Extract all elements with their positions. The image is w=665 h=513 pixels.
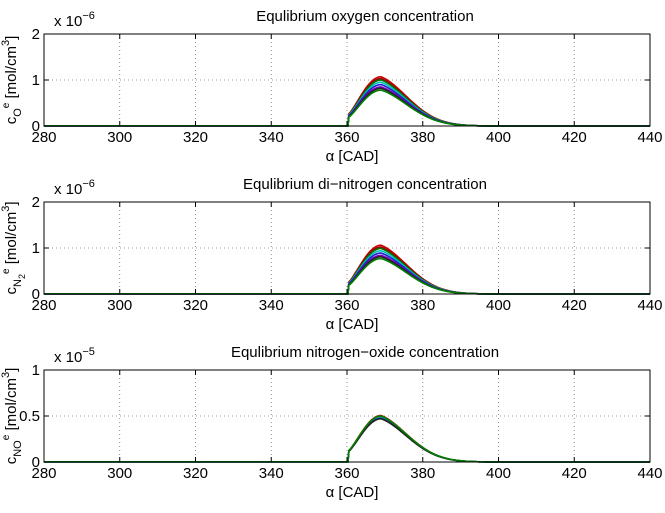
ylabel-unit-sup: 3 bbox=[0, 40, 12, 46]
x-tick-label: 360 bbox=[334, 129, 359, 146]
ylabel-unit: [mol/cm bbox=[3, 378, 20, 435]
ylabel-close: ] bbox=[3, 36, 20, 40]
ylabel-main: c bbox=[3, 287, 20, 295]
exponent-base: x 10 bbox=[54, 349, 82, 366]
ylabel-main: c bbox=[3, 456, 20, 464]
x-tick-label: 280 bbox=[31, 129, 56, 146]
y-tick-label: 0 bbox=[32, 454, 40, 471]
chart-title: Equlibrium oxygen concentration bbox=[256, 8, 474, 25]
chart-title: Equlibrium di−nitrogen concentration bbox=[243, 176, 487, 193]
x-axis-label: α [CAD] bbox=[326, 316, 379, 333]
chart-panel-3: 280 300 320 340 360 380 400 420 440 0 0.5 1 x 10−5 Eq… bbox=[0, 344, 663, 501]
y-tick-label: 0.5 bbox=[19, 408, 40, 425]
ylabel-close: ] bbox=[3, 368, 20, 372]
x-tick-label: 420 bbox=[562, 129, 587, 146]
ylabel-sub: N bbox=[12, 279, 24, 287]
ylabel-sup: e bbox=[1, 268, 12, 274]
ylabel-unit: [mol/cm bbox=[3, 46, 20, 103]
ylabel-sub: NO bbox=[12, 440, 24, 457]
x-tick-label: 380 bbox=[410, 297, 435, 314]
y-tick-label: 2 bbox=[32, 26, 40, 43]
x-tick-label: 300 bbox=[107, 129, 132, 146]
chart-panel-1: 280 300 320 340 360 380 400 420 440 0 1 2 x 10−6 Equl… bbox=[0, 8, 663, 165]
y-exponent-label: x 10−6 bbox=[54, 10, 95, 30]
chart-title: Equlibrium nitrogen−oxide concentration bbox=[231, 344, 499, 361]
x-tick-label: 340 bbox=[259, 129, 284, 146]
y-exponent-label: x 10−6 bbox=[54, 178, 95, 198]
ylabel-sup: e bbox=[1, 102, 12, 108]
x-tick-label: 320 bbox=[183, 129, 208, 146]
x-tick-label: 380 bbox=[410, 465, 435, 482]
exponent-base: x 10 bbox=[54, 13, 82, 30]
plot-area bbox=[44, 34, 650, 126]
ylabel-unit-sup: 3 bbox=[0, 206, 12, 212]
x-tick-label: 300 bbox=[107, 297, 132, 314]
x-tick-label: 340 bbox=[259, 465, 284, 482]
ylabel-subsub: 2 bbox=[17, 274, 27, 279]
x-axis-label: α [CAD] bbox=[326, 148, 379, 165]
ylabel-main: c bbox=[3, 116, 20, 124]
x-tick-label: 440 bbox=[637, 129, 662, 146]
y-tick-label: 2 bbox=[32, 194, 40, 211]
y-tick-label: 1 bbox=[32, 240, 40, 257]
x-tick-label: 400 bbox=[486, 129, 511, 146]
ylabel-sup: e bbox=[1, 434, 12, 440]
ylabel-unit-sup: 3 bbox=[0, 372, 12, 378]
x-tick-label: 320 bbox=[183, 297, 208, 314]
plot-area bbox=[44, 202, 650, 294]
exponent-base: x 10 bbox=[54, 181, 82, 198]
x-tick-label: 420 bbox=[562, 297, 587, 314]
exponent-power: −6 bbox=[82, 10, 95, 22]
x-tick-label: 360 bbox=[334, 465, 359, 482]
x-tick-label: 340 bbox=[259, 297, 284, 314]
x-tick-label: 280 bbox=[31, 297, 56, 314]
x-tick-label: 400 bbox=[486, 297, 511, 314]
x-tick-label: 280 bbox=[31, 465, 56, 482]
y-tick-label: 0 bbox=[32, 118, 40, 135]
ylabel-unit: [mol/cm bbox=[3, 212, 20, 269]
x-tick-label: 440 bbox=[637, 297, 662, 314]
y-exponent-label: x 10−5 bbox=[54, 346, 95, 366]
ylabel-close: ] bbox=[3, 202, 20, 206]
exponent-power: −6 bbox=[82, 178, 95, 190]
x-tick-label: 300 bbox=[107, 465, 132, 482]
x-tick-label: 400 bbox=[486, 465, 511, 482]
plot-area bbox=[44, 370, 650, 462]
y-tick-label: 1 bbox=[32, 362, 40, 379]
y-axis-label: cOe [mol/cm3] bbox=[0, 36, 24, 125]
y-axis-label: cN2e [mol/cm3] bbox=[0, 202, 27, 295]
x-tick-label: 440 bbox=[637, 465, 662, 482]
x-axis-label: α [CAD] bbox=[326, 484, 379, 501]
x-tick-label: 380 bbox=[410, 129, 435, 146]
x-tick-label: 320 bbox=[183, 465, 208, 482]
y-tick-label: 1 bbox=[32, 72, 40, 89]
exponent-power: −5 bbox=[82, 346, 95, 358]
chart-panel-2: 280 300 320 340 360 380 400 420 440 0 1 2 x 10−6 Equl… bbox=[0, 176, 663, 333]
y-axis-label: cNOe [mol/cm3] bbox=[0, 368, 24, 465]
y-tick-label: 0 bbox=[32, 286, 40, 303]
x-tick-label: 360 bbox=[334, 297, 359, 314]
x-tick-label: 420 bbox=[562, 465, 587, 482]
ylabel-sub: O bbox=[12, 108, 24, 117]
